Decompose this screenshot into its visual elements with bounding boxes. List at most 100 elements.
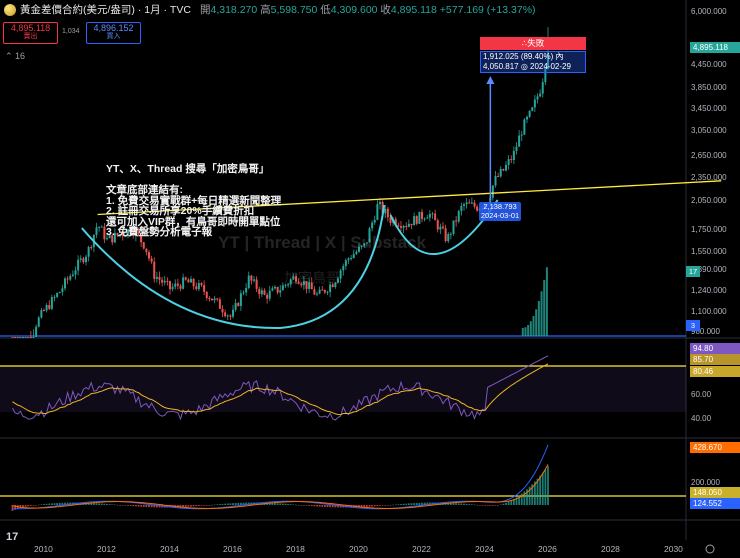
macd-histogram-bar <box>547 466 549 505</box>
macd-histogram-bar <box>145 505 148 508</box>
symbol-title[interactable]: 黃金差價合約(美元/盎司) · 1月 · TVC <box>20 4 191 16</box>
chart-header: 黃金差價合約(美元/盎司) · 1月 · TVC 開4,318.270 高5,5… <box>0 0 740 20</box>
candle-body <box>289 279 292 285</box>
macd-histogram-bar <box>308 505 311 506</box>
candle-body <box>229 315 232 317</box>
rsi-ma-line <box>12 363 549 416</box>
candle-body <box>111 235 114 243</box>
macd-histogram-bar <box>460 503 463 505</box>
candle-body <box>539 93 542 97</box>
candle-body <box>313 289 316 295</box>
candle-body <box>87 247 90 257</box>
candle-body <box>61 288 64 293</box>
volume-bar <box>532 316 535 336</box>
volume-bar <box>535 309 538 336</box>
annotation-text: YT、X、Thread 搜尋「加密鳥哥」 文章底部連結有: 1. 免費交易實戰群… <box>106 163 282 238</box>
price-tick-label: 3,450.000 <box>691 104 727 113</box>
macd-histogram-bar <box>470 504 473 505</box>
candle-body <box>384 208 387 214</box>
candle-body <box>410 223 413 226</box>
candle-body <box>426 217 429 219</box>
volume-bar <box>545 267 548 336</box>
indicator-collapse-toggle[interactable]: ⌃ 16 <box>5 51 26 61</box>
macd-histogram-bar <box>347 505 350 508</box>
candles <box>11 27 549 338</box>
candle-body <box>308 282 311 289</box>
macd-histogram-bar <box>58 502 61 505</box>
candle-body <box>536 96 539 100</box>
macd-histogram-bar <box>27 505 30 507</box>
macd-histogram-bar <box>53 503 56 505</box>
macd-histogram-bar <box>455 503 458 505</box>
candle-body <box>232 309 234 317</box>
candle-body <box>106 238 108 240</box>
macd-histogram-bar <box>360 505 363 508</box>
candle-body <box>499 169 502 177</box>
macd-histogram-bar <box>313 505 316 507</box>
buy-button[interactable]: 4,896.152 買入 <box>86 22 141 44</box>
macd-histogram-bar <box>129 505 132 506</box>
candle-body <box>428 214 431 218</box>
candle-body <box>11 337 14 338</box>
candle-body <box>281 285 284 291</box>
candle-body <box>266 294 269 299</box>
price-tick-label: 3,050.000 <box>691 126 727 135</box>
macd-histogram-bar <box>331 505 334 508</box>
macd-histogram-bar <box>276 503 279 505</box>
macd-histogram-bar <box>400 504 402 505</box>
macd-histogram-bar <box>29 505 32 506</box>
macd-histogram-bar <box>436 502 439 505</box>
candle-body <box>381 201 384 214</box>
candle-body <box>470 202 473 204</box>
price-tick-label: 980.000 <box>691 327 720 336</box>
candle-body <box>271 288 274 291</box>
macd-histogram-bar <box>481 505 484 506</box>
candle-body <box>287 284 290 286</box>
candle-body <box>29 337 32 338</box>
macd-histogram-bar <box>221 503 224 505</box>
macd-histogram-bar <box>103 503 106 505</box>
macd-histogram-bar <box>66 502 69 505</box>
time-tick-label: 2014 <box>160 544 179 554</box>
candle-body <box>431 213 434 215</box>
candle-body <box>150 258 153 262</box>
candle-body <box>174 283 177 287</box>
candle-body <box>326 292 329 294</box>
settings-gear-icon <box>705 544 715 554</box>
candle-body <box>418 211 421 224</box>
macd-tick-label: 200.000 <box>691 478 720 487</box>
candle-body <box>37 317 40 327</box>
candle-body <box>515 146 518 151</box>
candle-body <box>48 304 51 309</box>
sell-button[interactable]: 4,895.118 賣出 <box>3 22 58 44</box>
macd-histogram-bar <box>289 504 292 505</box>
candle-body <box>43 310 45 312</box>
candle-body <box>192 278 195 287</box>
candle-body <box>541 82 544 94</box>
candle-body <box>502 169 505 171</box>
candle-body <box>66 278 69 280</box>
resistance-line <box>97 180 722 216</box>
macd-histogram-bar <box>484 505 486 506</box>
macd-histogram-bar <box>449 502 452 505</box>
macd-histogram-bar <box>468 504 471 505</box>
macd-histogram-bar <box>200 505 203 506</box>
macd-histogram-bar <box>190 505 192 507</box>
macd-histogram-bar <box>14 505 17 510</box>
candle-body <box>90 247 93 249</box>
macd-histogram-bar <box>153 505 156 508</box>
macd-histogram-bar <box>310 505 313 507</box>
macd-histogram-bar <box>142 505 145 507</box>
candle-body <box>473 202 476 207</box>
macd-histogram-bar <box>423 502 426 505</box>
macd-histogram-bar <box>452 502 455 505</box>
macd-histogram-bar <box>184 505 187 507</box>
candle-body <box>98 226 101 228</box>
candle-body <box>161 279 164 283</box>
candle-body <box>505 164 507 171</box>
macd-histogram-bar <box>203 505 206 506</box>
macd-histogram-bar <box>216 504 219 505</box>
time-tick-label: 2024 <box>475 544 494 554</box>
candle-body <box>166 280 169 282</box>
